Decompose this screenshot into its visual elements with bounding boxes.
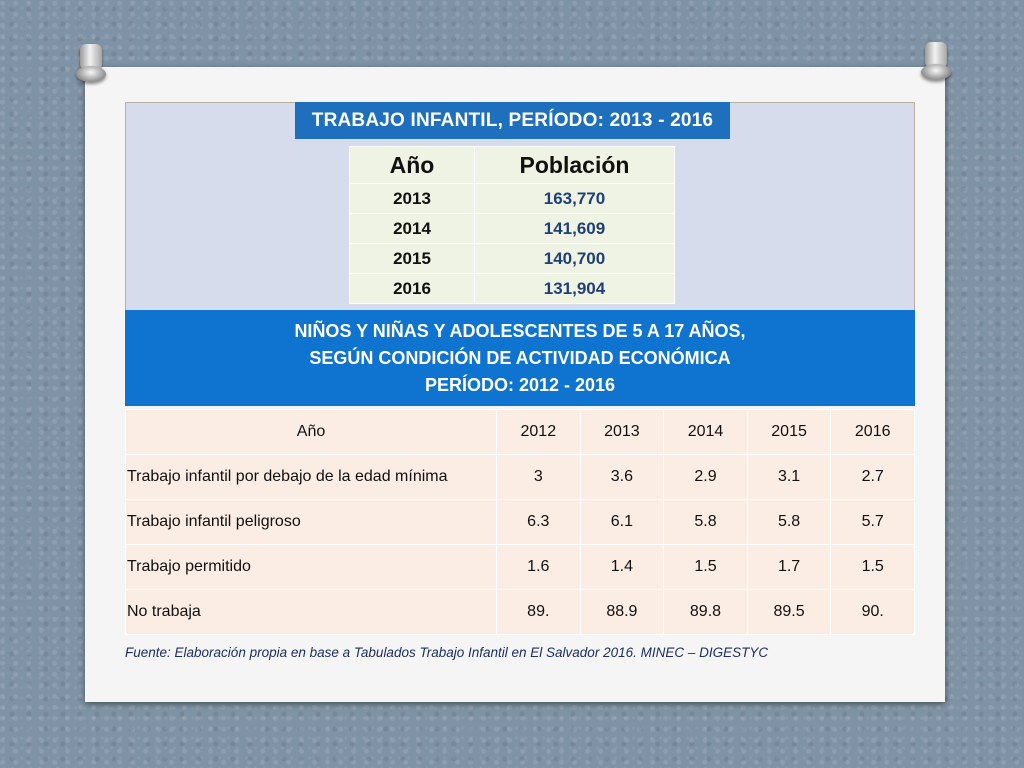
table-cell: 1.6 <box>496 544 581 590</box>
header-cell: 2016 <box>830 409 915 455</box>
year-cell: 2015 <box>349 243 475 274</box>
table-cell: 89.8 <box>663 589 748 635</box>
table-cell: 1.5 <box>663 544 748 590</box>
table-cell: 5.8 <box>663 499 748 545</box>
row-label: Trabajo infantil peligroso <box>125 499 497 545</box>
header-cell: 2013 <box>579 409 665 455</box>
table-row: Trabajo infantil peligroso 6.3 6.1 5.8 5… <box>125 499 915 545</box>
population-cell: 140,700 <box>474 243 675 274</box>
table-cell: 2.9 <box>663 454 748 500</box>
table-cell: 88.9 <box>579 589 665 635</box>
header-cell: 2014 <box>663 409 748 455</box>
header-cell: Año <box>125 409 497 455</box>
table-cell: 89.5 <box>746 589 832 635</box>
source-note: Fuente: Elaboración propia en base a Tab… <box>125 645 769 660</box>
table-row: 2016 131,904 <box>349 273 675 304</box>
population-cell: 131,904 <box>474 273 675 304</box>
table-cell: 6.3 <box>496 499 581 545</box>
activity-heading: NIÑOS Y NIÑAS Y ADOLESCENTES DE 5 A 17 A… <box>125 310 915 406</box>
header-year: Año <box>349 146 475 184</box>
table-cell: 5.8 <box>746 499 832 545</box>
table-row: 2015 140,700 <box>349 243 675 274</box>
table-cell: 3.6 <box>579 454 665 500</box>
table-row: 2013 163,770 <box>349 183 675 214</box>
table-row: Trabajo infantil por debajo de la edad m… <box>125 454 915 500</box>
header-population: Población <box>474 146 675 184</box>
row-label: Trabajo infantil por debajo de la edad m… <box>125 454 497 500</box>
year-cell: 2014 <box>349 213 475 244</box>
slide-title: TRABAJO INFANTIL, PERÍODO: 2013 - 2016 <box>295 102 730 139</box>
activity-table: Año 2012 2013 2014 2015 2016 Trabajo inf… <box>125 409 915 635</box>
activity-heading-line2: SEGÚN CONDICIÓN DE ACTIVIDAD ECONÓMICA <box>309 347 731 368</box>
table-header-row: Año 2012 2013 2014 2015 2016 <box>125 409 915 455</box>
table-cell: 6.1 <box>579 499 665 545</box>
table-cell: 3.1 <box>746 454 832 500</box>
table-row: 2014 141,609 <box>349 213 675 244</box>
year-cell: 2016 <box>349 273 475 304</box>
table-cell: 2.7 <box>830 454 915 500</box>
population-cell: 163,770 <box>474 183 675 214</box>
header-cell: 2012 <box>496 409 581 455</box>
pushpin-right-icon <box>921 42 951 82</box>
table-header-row: Año Población <box>349 146 675 184</box>
table-row: Trabajo permitido 1.6 1.4 1.5 1.7 1.5 <box>125 544 915 590</box>
table-cell: 89. <box>496 589 581 635</box>
row-label: Trabajo permitido <box>125 544 497 590</box>
table-cell: 3 <box>496 454 581 500</box>
table-cell: 1.7 <box>746 544 832 590</box>
table-cell: 1.4 <box>579 544 665 590</box>
table-cell: 90. <box>830 589 915 635</box>
population-table: Año Población 2013 163,770 2014 141,609 … <box>349 146 675 304</box>
activity-heading-line3: PERÍODO: 2012 - 2016 <box>424 374 616 395</box>
table-row: No trabaja 89. 88.9 89.8 89.5 90. <box>125 589 915 635</box>
table-cell: 1.5 <box>830 544 915 590</box>
header-cell: 2015 <box>746 409 832 455</box>
row-label: No trabaja <box>125 589 497 635</box>
year-cell: 2013 <box>349 183 475 214</box>
pushpin-left-icon <box>76 44 106 84</box>
table-cell: 5.7 <box>830 499 915 545</box>
population-cell: 141,609 <box>474 213 675 244</box>
activity-heading-line1: NIÑOS Y NIÑAS Y ADOLESCENTES DE 5 A 17 A… <box>294 320 746 341</box>
